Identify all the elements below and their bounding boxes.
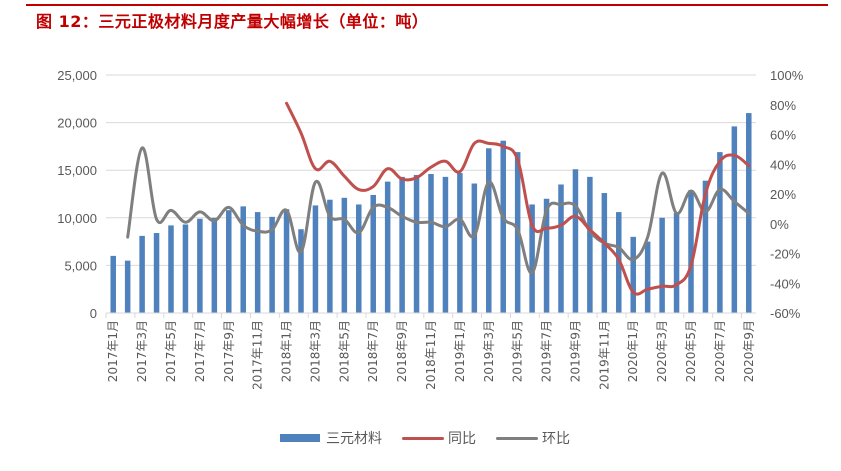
- right-axis-tick-label: 0%: [770, 217, 789, 232]
- x-axis-tick-label: 2018年1月: [280, 320, 294, 382]
- bar: [370, 194, 376, 313]
- x-axis-tick-label: 2018年7月: [366, 320, 380, 382]
- bar: [717, 152, 723, 313]
- x-axis: 2017年1月 2017年3月 2017年5月 2017年7月 2017年9月 2017年…: [105, 312, 756, 390]
- bar: [471, 183, 478, 313]
- bar-swatch-icon: [280, 434, 320, 442]
- bar: [153, 233, 160, 313]
- legend-item-yoy: 同比: [402, 428, 476, 448]
- bar: [124, 260, 131, 313]
- bar: [327, 199, 333, 313]
- x-axis-tick-label: 2019年1月: [453, 320, 467, 382]
- right-axis-tick-label: 80%: [770, 98, 796, 113]
- bar: [240, 206, 246, 313]
- left-axis-tick-label: 5,000: [64, 258, 97, 273]
- x-axis-tick-label: 2017年9月: [222, 320, 236, 382]
- bar: [168, 225, 174, 313]
- bar: [659, 217, 665, 313]
- bar: [558, 184, 564, 313]
- x-axis-tick-label: 2020年7月: [713, 320, 727, 382]
- x-axis-tick-label: 2017年11月: [251, 320, 265, 390]
- left-axis-tick-label: 0: [90, 306, 97, 321]
- x-axis-tick-label: 2018年3月: [308, 320, 322, 382]
- bar: [673, 213, 680, 313]
- left-y-axis: 0 5,000 10,000 15,000 20,000 25,000: [57, 68, 97, 321]
- legend-item-mom: 环比: [496, 428, 570, 448]
- bar: [457, 173, 463, 313]
- bar: [442, 176, 449, 313]
- bar: [139, 235, 145, 313]
- x-axis-tick-label: 2017年7月: [193, 320, 207, 382]
- right-axis-tick-label: -20%: [770, 247, 801, 262]
- bar: [182, 224, 189, 313]
- x-axis-tick-label: 2019年3月: [482, 320, 496, 382]
- x-axis-tick-label: 2017年5月: [164, 320, 178, 382]
- x-axis-tick-label: 2017年3月: [135, 320, 149, 382]
- bar: [601, 193, 608, 313]
- bar: [543, 198, 550, 313]
- bar: [356, 204, 362, 313]
- bar: [283, 209, 290, 313]
- legend-label-mom: 环比: [542, 431, 570, 447]
- bar: [428, 174, 434, 313]
- right-axis-tick-label: -40%: [770, 276, 801, 291]
- x-axis-tick-label: 2018年11月: [424, 320, 438, 390]
- x-axis-tick-label: 2020年5月: [684, 320, 698, 382]
- right-axis-tick-label: 20%: [770, 187, 796, 202]
- chart-legend: 三元材料 同比 环比: [280, 428, 590, 448]
- title-top-rule: [26, 4, 828, 6]
- line-swatch-icon: [402, 436, 444, 440]
- right-axis-tick-label: -60%: [770, 306, 801, 321]
- bar: [587, 176, 593, 313]
- bar: [399, 176, 405, 313]
- x-axis-tick-label: 2019年7月: [540, 320, 554, 382]
- bar: [529, 204, 535, 313]
- x-axis-tick-label: 2018年9月: [395, 320, 409, 382]
- bar: [500, 140, 506, 313]
- bar: [413, 174, 420, 313]
- x-axis-tick-label: 2019年9月: [568, 320, 582, 382]
- legend-item-bars: 三元材料: [280, 428, 382, 448]
- bar: [384, 181, 391, 313]
- left-axis-tick-label: 25,000: [57, 68, 97, 83]
- legend-label-yoy: 同比: [448, 431, 476, 447]
- yoy-line: [285, 101, 751, 296]
- bar: [110, 255, 116, 313]
- bar: [197, 218, 203, 313]
- bar: [269, 216, 275, 313]
- bar: [312, 205, 319, 313]
- line-swatch-icon: [496, 436, 538, 440]
- bar: [341, 197, 348, 313]
- bar: [702, 180, 709, 313]
- bar: [572, 169, 579, 313]
- left-axis-tick-label: 10,000: [57, 211, 97, 226]
- production-bars: [110, 113, 752, 314]
- right-axis-tick-label: 60%: [770, 128, 796, 143]
- x-axis-tick-label: 2018年5月: [337, 320, 351, 382]
- bar: [226, 210, 232, 313]
- legend-label-bars: 三元材料: [326, 431, 382, 447]
- bar: [211, 217, 218, 313]
- bar: [731, 126, 738, 314]
- left-axis-tick-label: 15,000: [57, 163, 97, 178]
- x-axis-tick-label: 2020年3月: [655, 320, 669, 382]
- bar: [630, 236, 636, 313]
- left-axis-tick-label: 20,000: [57, 116, 97, 131]
- bar: [254, 212, 261, 313]
- bar: [644, 241, 651, 313]
- bar: [298, 229, 304, 313]
- x-axis-tick-label: 2020年1月: [626, 320, 640, 382]
- x-axis-tick-label: 2017年1月: [106, 320, 120, 382]
- bar: [486, 148, 492, 313]
- x-axis-tick-label: 2020年9月: [742, 320, 756, 382]
- mom-line: [126, 146, 751, 275]
- right-axis-tick-label: 40%: [770, 157, 796, 172]
- x-axis-tick-label: 2019年5月: [511, 320, 525, 382]
- x-axis-tick-label: 2019年11月: [597, 320, 611, 390]
- bar: [688, 190, 694, 313]
- figure-title: 图 12：三元正极材料月度产量大幅增长（单位：吨）: [36, 12, 429, 31]
- right-y-axis: -60% -40% -20% 0% 20% 40% 60% 80% 100%: [770, 68, 804, 321]
- right-axis-tick-label: 100%: [770, 68, 804, 83]
